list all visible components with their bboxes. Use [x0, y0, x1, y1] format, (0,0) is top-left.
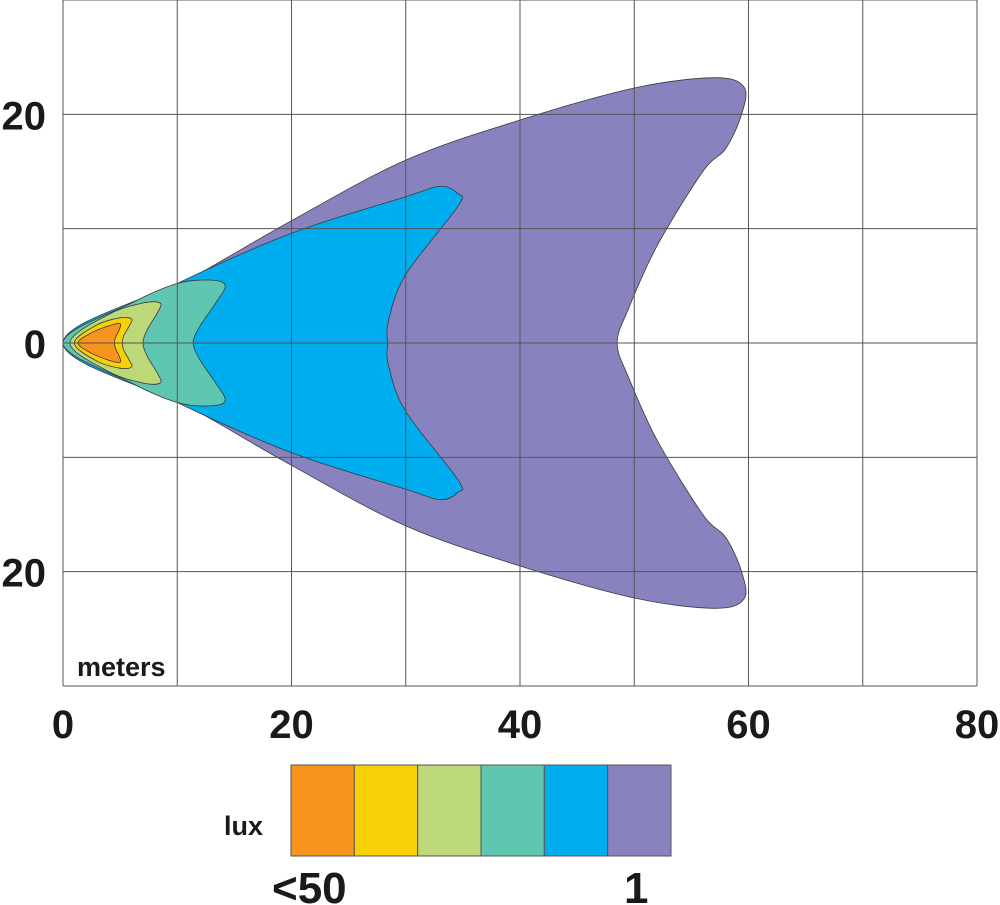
y-tick-label: 20: [2, 94, 47, 138]
x-tick-label: 0: [52, 703, 74, 747]
legend-swatch: [290, 764, 355, 857]
grid-layer: [62, 0, 978, 687]
x-unit-label: meters: [77, 652, 166, 682]
legend: lux <50 1: [224, 764, 672, 905]
legend-swatch: [543, 764, 609, 857]
x-tick-label: 20: [269, 703, 314, 747]
x-tick-label: 60: [726, 703, 771, 747]
legend-right-label: 1: [624, 864, 648, 905]
legend-swatches: [290, 764, 672, 857]
legend-swatch: [607, 764, 672, 857]
y-tick-label: 20: [2, 552, 47, 596]
legend-swatch: [480, 764, 545, 857]
legend-title: lux: [224, 811, 263, 841]
x-tick-label: 40: [498, 703, 543, 747]
legend-swatch: [353, 764, 419, 857]
x-tick-label: 80: [955, 703, 1000, 747]
y-tick-labels: 20 0 20: [2, 94, 47, 595]
legend-swatch: [417, 764, 482, 857]
x-tick-labels: 0 20 40 60 80: [52, 703, 999, 747]
legend-left-label: <50: [272, 864, 347, 905]
y-tick-label: 0: [24, 323, 46, 367]
